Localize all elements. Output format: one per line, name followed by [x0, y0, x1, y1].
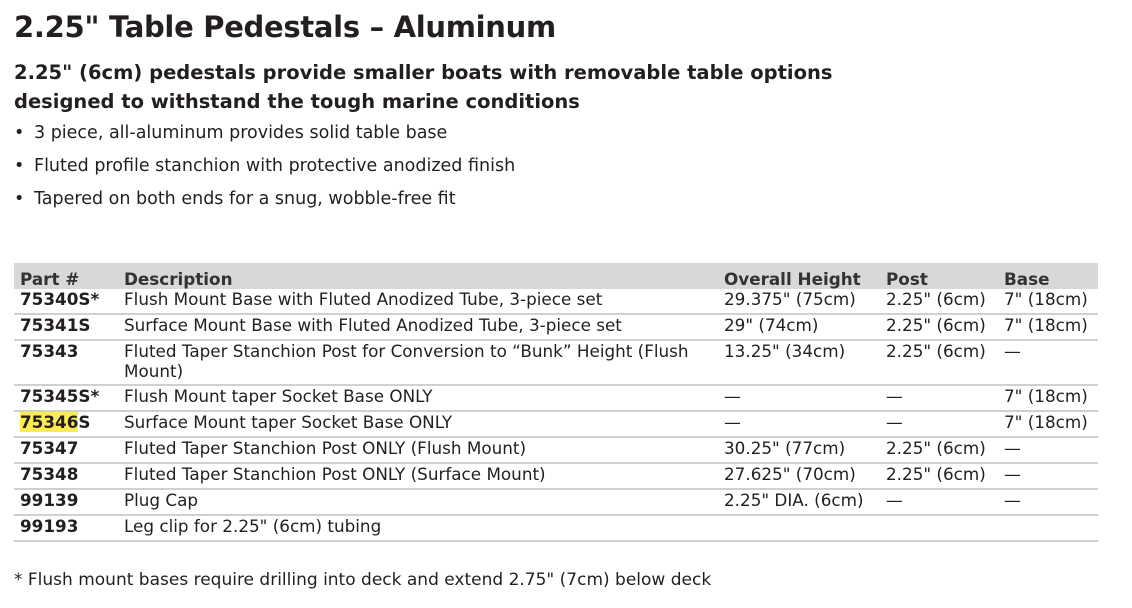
post-cell: 2.25" (6cm): [880, 289, 998, 315]
base-cell: 7" (18cm): [998, 289, 1098, 315]
base-cell: 7" (18cm): [998, 385, 1098, 412]
description-cell: Flush Mount Base with Fluted Anodized Tu…: [118, 289, 718, 315]
bullet-icon: •: [14, 189, 25, 209]
description-cell: Surface Mount taper Socket Base ONLY: [118, 411, 718, 438]
table-row: 75346S Surface Mount taper Socket Base ON…: [14, 411, 1098, 438]
part-number-cell: 75346S: [14, 411, 118, 438]
post-cell: —: [880, 411, 998, 438]
table-row: 75340S* Flush Mount Base with Fluted Anod…: [14, 289, 1098, 315]
table-header-row: Part # Description Overall Height Post B…: [14, 263, 1098, 289]
feature-text: Fluted profile stanchion with protective…: [34, 156, 516, 176]
feature-text: 3 piece, all-aluminum provides solid tab…: [34, 123, 448, 143]
description-cell: Plug Cap: [118, 489, 718, 516]
part-number-cell: 99139: [14, 489, 118, 516]
description-cell: Fluted Taper Stanchion Post ONLY (Flush …: [118, 437, 718, 464]
subtitle: 2.25" (6cm) pedestals provide smaller bo…: [14, 61, 833, 113]
post-cell: 2.25" (6cm): [880, 437, 998, 464]
base-cell: —: [998, 340, 1098, 386]
feature-text: Tapered on both ends for a snug, wobble-…: [34, 189, 456, 209]
parts-table: Part # Description Overall Height Post B…: [14, 263, 1098, 542]
overall-height-cell: 29.375" (75cm): [718, 289, 880, 315]
base-cell: 7" (18cm): [998, 411, 1098, 438]
table-row: 99139 Plug Cap 2.25" DIA. (6cm) — —: [14, 489, 1098, 516]
description-cell: Fluted Taper Stanchion Post for Conversi…: [118, 340, 718, 386]
post-cell: 2.25" (6cm): [880, 314, 998, 341]
table-row: 75341S Surface Mount Base with Fluted Ano…: [14, 314, 1098, 341]
description-cell: Fluted Taper Stanchion Post ONLY (Surfac…: [118, 463, 718, 490]
part-suffix: S: [78, 412, 91, 432]
overall-height-cell: —: [718, 385, 880, 412]
header-base: Base: [998, 263, 1098, 289]
base-cell: [998, 515, 1098, 542]
feature-item: • 3 piece, all-aluminum provides solid ta…: [14, 120, 515, 153]
table-row: 99193 Leg clip for 2.25" (6cm) tubing: [14, 515, 1098, 542]
overall-height-cell: [718, 515, 880, 542]
highlighted-text: 75346: [20, 412, 79, 432]
part-number-cell: 75345S*: [14, 385, 118, 412]
feature-list: • 3 piece, all-aluminum provides solid ta…: [14, 120, 515, 219]
table-row: 75345S* Flush Mount taper Socket Base ONL…: [14, 385, 1098, 412]
post-cell: [880, 515, 998, 542]
post-cell: —: [880, 385, 998, 412]
description-cell: Flush Mount taper Socket Base ONLY: [118, 385, 718, 412]
footnote: * Flush mount bases require drilling int…: [14, 570, 712, 590]
post-cell: —: [880, 489, 998, 516]
part-number-cell: 99193: [14, 515, 118, 542]
page-title: 2.25" Table Pedestals – Aluminum: [14, 10, 556, 44]
overall-height-cell: 2.25" DIA. (6cm): [718, 489, 880, 516]
header-overall-height: Overall Height: [718, 263, 880, 289]
bullet-icon: •: [14, 156, 25, 176]
base-cell: —: [998, 489, 1098, 516]
post-cell: 2.25" (6cm): [880, 463, 998, 490]
base-cell: —: [998, 437, 1098, 464]
overall-height-cell: 29" (74cm): [718, 314, 880, 341]
part-number-cell: 75348: [14, 463, 118, 490]
overall-height-cell: 30.25" (77cm): [718, 437, 880, 464]
table-row: 75347 Fluted Taper Stanchion Post ONLY (F…: [14, 437, 1098, 464]
part-number-cell: 75340S*: [14, 289, 118, 315]
overall-height-cell: 27.625" (70cm): [718, 463, 880, 490]
base-cell: —: [998, 463, 1098, 490]
part-number-cell: 75347: [14, 437, 118, 464]
table-row: 75348 Fluted Taper Stanchion Post ONLY (S…: [14, 463, 1098, 490]
header-part: Part #: [14, 263, 118, 289]
header-description: Description: [118, 263, 718, 289]
bullet-icon: •: [14, 123, 25, 143]
feature-item: • Tapered on both ends for a snug, wobble…: [14, 186, 515, 219]
part-number-cell: 75341S: [14, 314, 118, 341]
table-row: 75343 Fluted Taper Stanchion Post for Con…: [14, 340, 1098, 386]
overall-height-cell: 13.25" (34cm): [718, 340, 880, 386]
header-post: Post: [880, 263, 998, 289]
post-cell: 2.25" (6cm): [880, 340, 998, 386]
overall-height-cell: —: [718, 411, 880, 438]
feature-item: • Fluted profile stanchion with protectiv…: [14, 153, 515, 186]
base-cell: 7" (18cm): [998, 314, 1098, 341]
description-cell: Leg clip for 2.25" (6cm) tubing: [118, 515, 718, 542]
description-cell: Surface Mount Base with Fluted Anodized …: [118, 314, 718, 341]
part-number-cell: 75343: [14, 340, 118, 386]
